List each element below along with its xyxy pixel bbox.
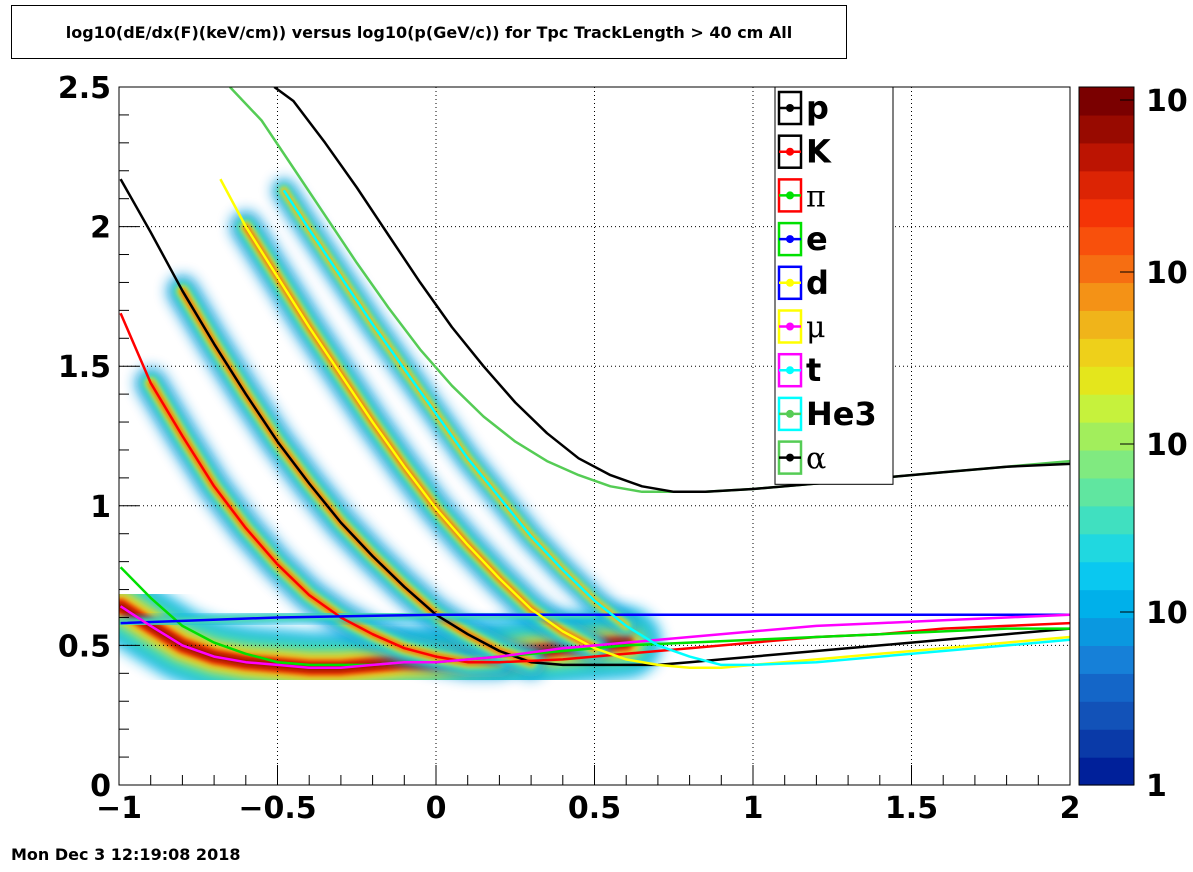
colorbar-bin (1079, 449, 1134, 479)
colorbar-bin (1079, 170, 1134, 200)
legend-label: π (806, 179, 826, 214)
x-tick-label: 1 (743, 791, 764, 826)
legend-swatch-marker (786, 409, 794, 418)
axes: −1 −0.5 0 0.5 1 1.5 2 0 0.5 1 1.5 2 2.5 (58, 71, 1081, 826)
colorbar-bin (1079, 338, 1134, 367)
series-line-p (119, 178, 1070, 667)
colorbar: 1 10 10 10 10 (1078, 84, 1188, 804)
x-tick-label: 2 (1060, 791, 1081, 826)
x-tick-label: −1 (96, 791, 142, 826)
legend-label: He3 (806, 395, 877, 433)
colorbar-label: 10 (1146, 84, 1188, 119)
footer-date: Mon Dec 3 12:19:08 2018 (11, 845, 241, 864)
legend-label: μ (806, 311, 826, 346)
colorbar-frame (1078, 86, 1135, 786)
y-tick-label: 1 (90, 490, 111, 525)
series-line-μ (119, 605, 1070, 669)
colorbar-bin (1079, 87, 1134, 116)
series-line-t (282, 189, 1070, 667)
colorbar-bin (1079, 701, 1134, 730)
chart-title: log10(dE/dx(F)(keV/cm)) versus log10(p(G… (65, 22, 793, 42)
colorbar-bin (1079, 729, 1134, 758)
colorbar-bin (1079, 505, 1134, 535)
x-tick-label: 0.5 (568, 791, 621, 826)
legend-label: K (806, 133, 832, 171)
colorbar-label: 10 (1146, 256, 1188, 291)
colorbar-bin (1079, 533, 1134, 563)
colorbar-bin (1079, 757, 1134, 786)
colorbar-bin (1079, 589, 1134, 619)
colorbar-bin (1079, 477, 1134, 507)
colorbar-bin (1079, 422, 1134, 451)
y-tick-label: 0.5 (58, 629, 111, 664)
colorbar-bin (1079, 226, 1134, 256)
legend-swatch-marker (786, 278, 794, 287)
x-tick-label: 0 (426, 791, 447, 826)
legend-swatch-marker (786, 147, 794, 156)
legend-label: e (806, 220, 828, 258)
y-tick-label: 2 (90, 211, 111, 246)
colorbar-bin (1079, 366, 1134, 395)
legend-label: d (806, 264, 829, 302)
chart-title-box: log10(dE/dx(F)(keV/cm)) versus log10(p(G… (11, 5, 847, 59)
x-tick-label: −0.5 (238, 791, 316, 826)
y-tick-label: 2.5 (58, 71, 111, 106)
colorbar-bin (1079, 254, 1134, 284)
colorbar-bin (1079, 142, 1134, 172)
colorbar-bin (1079, 310, 1134, 339)
x-tick-label: 1.5 (885, 791, 938, 826)
series-line-d (219, 178, 1070, 669)
legend-label: α (806, 442, 826, 477)
colorbar-bin (1079, 617, 1134, 646)
legend-swatch-marker (786, 191, 794, 200)
legend-swatch-marker (786, 322, 794, 331)
legend-swatch-marker (786, 104, 794, 112)
colorbar-bin (1079, 282, 1134, 311)
legend-label: t (806, 351, 821, 389)
grid-lines (119, 87, 1070, 785)
colorbar-bin (1079, 114, 1134, 144)
legend-box (774, 86, 894, 485)
legend-swatch-marker (786, 235, 794, 244)
series-line-e (120, 613, 1070, 625)
legend-label: p (806, 89, 829, 127)
colorbar-label: 10 (1146, 428, 1188, 463)
colorbar-bin (1079, 198, 1134, 228)
colorbar-bin (1079, 645, 1134, 674)
colorbar-bin (1079, 394, 1134, 423)
legend-swatch-marker (786, 366, 794, 375)
y-tick-label: 1.5 (58, 350, 111, 385)
colorbar-bin (1079, 673, 1134, 702)
colorbar-label: 1 (1146, 769, 1167, 804)
colorbar-label: 10 (1146, 596, 1188, 631)
colorbar-bin (1079, 561, 1134, 591)
y-tick-label: 0 (90, 769, 111, 804)
legend-swatch-marker (786, 453, 794, 462)
